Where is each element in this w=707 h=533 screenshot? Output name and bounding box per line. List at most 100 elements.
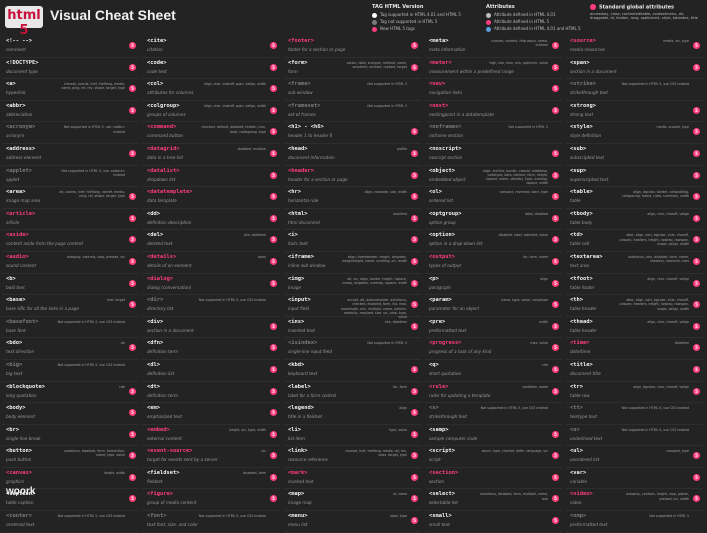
global-attributes-icon	[411, 128, 418, 136]
tag-name: <header>	[288, 167, 314, 174]
tag-name: <big>	[6, 361, 23, 368]
tag-description: input field	[288, 306, 310, 312]
tag-entry: <section> section	[425, 468, 562, 490]
tag-name: <meter>	[429, 59, 452, 66]
tag-description: option in a drop-down list	[429, 241, 483, 247]
tag-name: <param>	[429, 297, 452, 304]
tag-description: definition description	[147, 219, 192, 225]
tag-name: <select>	[429, 491, 455, 498]
global-attributes-icon	[552, 214, 559, 222]
tag-attributes: for, form, name	[523, 254, 548, 259]
tag-attributes: width	[539, 319, 548, 324]
tag-description: details of an element	[147, 262, 192, 268]
tag-description: sample computer code	[429, 435, 478, 441]
tag-entry: <span> section in a document	[566, 58, 703, 80]
global-attributes-icon	[129, 387, 136, 395]
tag-attributes: condition, mode	[522, 384, 548, 389]
tag-description: list item	[288, 435, 305, 441]
tag-name: <dd>	[147, 210, 160, 217]
tag-attributes: compact, reversed, start, type	[499, 190, 548, 195]
tag-entry: <sub> subscripted text	[566, 144, 703, 166]
tag-entry: <frame> sub window Not supported in HTML 5	[284, 79, 421, 101]
tag-entry: <applet> applet Not supported in HTML 5, u…	[2, 166, 139, 188]
tag-entry: <object> embedded object align, archive, b…	[425, 166, 562, 188]
tag-entry: <tbody> table body align, char, charoff, v…	[566, 209, 703, 231]
tag-entry: <area> image map area alt, coords, href, h…	[2, 187, 139, 209]
tag-description: graphics	[6, 478, 24, 484]
tag-attributes: Not supported in HTML 5, use <abbr> inst…	[64, 125, 125, 134]
global-attributes-icon	[270, 236, 277, 244]
tag-name: <base>	[6, 297, 26, 304]
tag-entry: <cite> citation	[143, 36, 280, 58]
tag-name: <command>	[147, 124, 177, 131]
tag-name: <span>	[570, 59, 590, 66]
tag-attributes: media, src, type	[663, 39, 689, 43]
tag-attributes: name, type, value, valuetype	[501, 298, 548, 303]
tag-description: header 1 to header 6	[288, 133, 333, 139]
tag-description: deleted text	[147, 241, 173, 247]
tag-attributes: cite, datetime	[243, 233, 266, 238]
tag-name: <dt>	[147, 383, 160, 390]
tag-name: <iframe>	[288, 253, 314, 260]
tag-description: teletype text	[570, 414, 597, 420]
global-attributes-icon	[693, 149, 700, 157]
global-attributes-icon	[693, 257, 700, 265]
tag-name: <details>	[147, 253, 177, 260]
global-attributes-icon	[129, 257, 136, 265]
tag-entry: <frameset> set of frames Not supported in …	[284, 101, 421, 123]
tag-name: <object>	[429, 167, 455, 174]
tag-description: bold text	[6, 284, 25, 290]
tag-entry: <abbr> abbreviation	[2, 101, 139, 123]
tag-entry: <html> html document manifest	[284, 209, 421, 231]
tag-attributes: alt, src, align, border, height, hspace,…	[342, 276, 407, 285]
tag-entry: <canvas> graphics height, width	[2, 468, 139, 490]
global-attributes-icon	[693, 236, 700, 244]
global-attributes-icon	[270, 128, 277, 136]
tag-name: <button>	[6, 448, 32, 455]
tag-description: base URL for all the links in a page	[6, 306, 79, 312]
tag-name: <caption>	[6, 491, 36, 498]
global-attributes-icon	[129, 301, 136, 309]
global-attributes-icon	[129, 473, 136, 481]
tag-description: dialog (conversation)	[147, 284, 192, 290]
tag-entry: <acronym> acronym Not supported in HTML 5,…	[2, 122, 139, 144]
global-attributes-icon	[693, 171, 700, 179]
tag-description: group of media content	[147, 500, 197, 506]
tag-name: <b>	[6, 275, 16, 282]
global-attributes-icon	[411, 409, 418, 417]
global-attributes-icon	[552, 301, 559, 309]
tag-attributes: datetime	[674, 341, 689, 346]
global-attributes-icon	[270, 495, 277, 503]
tag-name: <footer>	[288, 38, 314, 44]
tag-name: <input>	[288, 297, 311, 304]
tag-entry: <source> media resources media, src, type	[566, 36, 703, 58]
tag-entry: <button> push button autofocus, disabled, …	[2, 446, 139, 468]
global-attributes-icon	[552, 171, 559, 179]
tag-entry: <small> small text	[425, 511, 562, 533]
tag-description: strikethrough text	[570, 90, 608, 96]
tag-name: <meta>	[429, 38, 449, 44]
tag-name: <var>	[570, 469, 587, 476]
tag-entry: <nest> nestingpoint in a datatemplate	[425, 101, 562, 123]
tag-attributes: height, src, type, width	[229, 427, 266, 432]
global-attributes-icon	[129, 193, 136, 201]
tag-description: image map area	[6, 198, 41, 204]
tag-name: <dfn>	[147, 340, 164, 347]
tag-name: <thead>	[570, 318, 593, 325]
tag-name: <style>	[570, 124, 593, 131]
global-attributes-icon	[129, 236, 136, 244]
tag-attributes: async, type, charset, defer, language, s…	[481, 449, 548, 454]
tag-entry: <dd> definition description	[143, 209, 280, 231]
tag-name: <bdo>	[6, 340, 23, 347]
tag-entry: <strike> strikethrough text Not supported …	[566, 79, 703, 101]
tag-name: <blockquote>	[6, 383, 45, 390]
tag-description: form	[288, 68, 298, 74]
tag-description: strong text	[570, 111, 594, 117]
tag-entry: <td> table cell abbr, align, axis, bgcolor…	[566, 230, 703, 252]
tag-name: <noscript>	[429, 145, 462, 152]
tag-attributes: cite	[542, 362, 548, 367]
tag-description: noscript section	[429, 154, 463, 160]
tag-attributes: Not supported in HTML 5	[649, 514, 689, 519]
tag-name: <body>	[6, 405, 26, 412]
tag-description: resource reference	[288, 457, 328, 463]
